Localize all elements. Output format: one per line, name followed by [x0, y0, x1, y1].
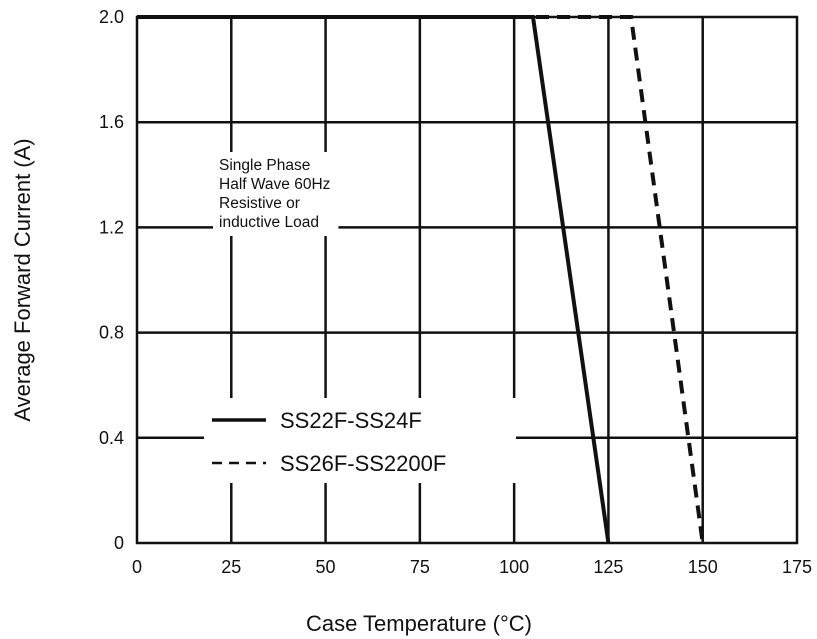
x-tick-label: 50 [316, 557, 336, 577]
y-axis-title: Average Forward Current (A) [10, 138, 35, 421]
plot-frame [135, 15, 799, 545]
x-tick-label: 150 [688, 557, 718, 577]
x-tick-label: 0 [132, 557, 142, 577]
legend: SS22F-SS24F SS26F-SS2200F [204, 398, 516, 483]
x-tick-label: 100 [499, 557, 529, 577]
note-line-1: Single Phase [219, 157, 310, 174]
note-line-3: Resistive or [219, 195, 300, 212]
y-tick-label: 0.4 [99, 428, 124, 448]
note-background [213, 152, 339, 236]
y-tick-label: 1.6 [99, 112, 124, 132]
y-tick-label: 1.2 [99, 217, 124, 237]
legend-label-series-2: SS26F-SS2200F [280, 451, 446, 476]
load-condition-note: Single Phase Half Wave 60Hz Resistive or… [213, 152, 339, 236]
x-tick-label: 125 [593, 557, 623, 577]
y-tick-label: 0 [114, 533, 124, 553]
x-tick-label: 175 [782, 557, 812, 577]
x-tick-label: 75 [410, 557, 430, 577]
note-line-4: inductive Load [219, 214, 319, 231]
legend-label-series-1: SS22F-SS24F [280, 408, 422, 433]
y-tick-label: 0.8 [99, 323, 124, 343]
x-tick-labels: 0 25 50 75 100 125 150 175 [132, 557, 812, 577]
legend-background [204, 398, 516, 483]
x-tick-label: 25 [221, 557, 241, 577]
x-axis-title: Case Temperature (°C) [306, 611, 532, 636]
y-tick-labels: 0 0.4 0.8 1.2 1.6 2.0 [99, 7, 124, 553]
note-line-2: Half Wave 60Hz [219, 176, 330, 193]
y-tick-label: 2.0 [99, 7, 124, 27]
